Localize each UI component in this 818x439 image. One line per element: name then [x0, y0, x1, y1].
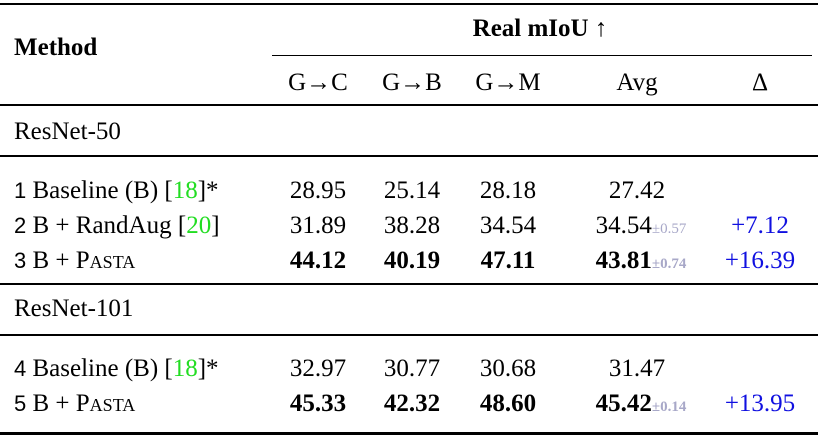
- value-cell: 25.14: [383, 177, 441, 204]
- value-cell: 45.33: [289, 390, 347, 417]
- avg-cell: 27.42: [608, 177, 666, 204]
- delta-cell: +13.95: [724, 390, 796, 417]
- avg-value: 45.42: [595, 390, 652, 417]
- header-rule: [0, 104, 818, 106]
- method-cell: 1 Baseline (B) [18]*: [14, 178, 219, 203]
- column-header: Avg: [616, 69, 658, 96]
- method-name: Baseline (B) [: [32, 355, 173, 382]
- value-cell: 48.60: [479, 390, 537, 417]
- avg-cell: 34.54±0.57: [596, 213, 687, 238]
- real-miou-header: Real mIoU ↑: [472, 15, 608, 42]
- value-cell: 44.12: [289, 247, 347, 274]
- method-name: B + Pasta: [32, 390, 136, 417]
- delta-cell: +7.12: [731, 212, 789, 239]
- avg-cell: 45.42±0.14: [596, 391, 687, 416]
- row-number: 5: [14, 391, 27, 416]
- value-cell: 34.54: [479, 212, 537, 239]
- avg-cell: 43.81±0.74: [596, 248, 687, 273]
- method-name: Baseline (B) [: [32, 177, 173, 204]
- section-title: ResNet-50: [14, 118, 121, 145]
- std-value: ±0.74: [651, 256, 687, 272]
- avg-value: 43.81: [595, 247, 652, 274]
- citation-suffix: ]*: [197, 355, 219, 382]
- citation-link[interactable]: 18: [172, 355, 198, 382]
- section-title: ResNet-101: [14, 295, 134, 322]
- std-value: ±0.57: [651, 221, 687, 237]
- method-cell: 2 B + RandAug [20]: [14, 213, 220, 238]
- citation-link[interactable]: 18: [172, 177, 198, 204]
- group-rule: [272, 55, 812, 56]
- method-name: B + Pasta: [32, 247, 136, 274]
- citation-suffix: ]: [211, 212, 220, 239]
- value-cell: 42.32: [383, 390, 441, 417]
- method-name: B + RandAug [: [32, 212, 187, 239]
- row-number: 4: [14, 356, 27, 381]
- avg-value: 34.54: [595, 212, 652, 239]
- column-header: Δ: [751, 69, 769, 96]
- bottom-rule: [0, 432, 818, 435]
- method-header: Method: [14, 34, 98, 61]
- row-number: 3: [14, 248, 27, 273]
- citation-link[interactable]: 20: [186, 212, 212, 239]
- value-cell: 47.11: [480, 247, 536, 274]
- column-header: G→B: [382, 69, 442, 96]
- value-cell: 30.77: [383, 355, 441, 382]
- top-rule: [0, 3, 818, 5]
- value-cell: 38.28: [383, 212, 441, 239]
- value-cell: 31.89: [289, 212, 347, 239]
- value-cell: 32.97: [289, 355, 347, 382]
- citation-suffix: ]*: [197, 177, 219, 204]
- row-number: 1: [14, 178, 27, 203]
- method-cell: 4 Baseline (B) [18]*: [14, 356, 219, 381]
- value-cell: 28.95: [289, 177, 347, 204]
- column-header: G→C: [288, 69, 348, 96]
- value-cell: 30.68: [479, 355, 537, 382]
- section-rule: [0, 155, 818, 157]
- value-cell: 28.18: [479, 177, 537, 204]
- std-value: ±0.14: [651, 399, 687, 415]
- section-rule: [0, 283, 818, 285]
- avg-cell: 31.47: [608, 355, 666, 382]
- section-rule: [0, 334, 818, 336]
- delta-cell: +16.39: [724, 247, 796, 274]
- row-number: 2: [14, 213, 27, 238]
- column-header: G→M: [475, 69, 541, 96]
- method-cell: 3 B + Pasta: [14, 248, 135, 273]
- value-cell: 40.19: [383, 247, 441, 274]
- method-cell: 5 B + Pasta: [14, 391, 135, 416]
